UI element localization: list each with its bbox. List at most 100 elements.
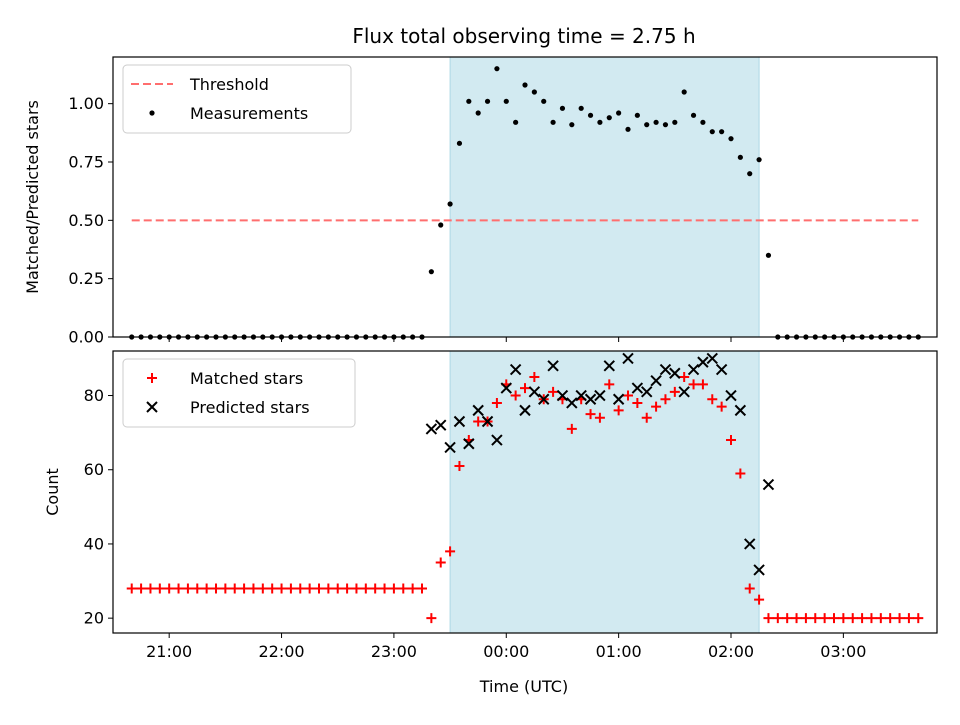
data-point <box>201 583 212 594</box>
legend: Threshold Measurements <box>122 64 352 134</box>
data-point <box>447 201 453 207</box>
data-point <box>606 115 612 121</box>
data-point <box>472 404 484 417</box>
data-point <box>481 415 494 428</box>
data-point <box>913 613 924 624</box>
data-point <box>672 119 678 125</box>
data-point <box>494 66 500 72</box>
data-point <box>304 583 315 594</box>
data-point <box>550 119 556 125</box>
data-point <box>126 583 137 594</box>
legend-box <box>122 358 356 428</box>
data-point <box>398 583 409 594</box>
data-point <box>744 538 756 550</box>
data-point <box>584 393 597 405</box>
data-point <box>513 119 519 125</box>
data-point <box>650 374 662 387</box>
y-tick-label: 40 <box>84 534 104 553</box>
data-point <box>575 389 587 402</box>
data-point <box>800 613 811 624</box>
data-point <box>625 126 631 132</box>
highlight-span <box>449 350 760 634</box>
data-point <box>613 405 624 416</box>
data-point <box>370 583 381 594</box>
data-point <box>332 583 343 594</box>
data-point <box>651 401 662 412</box>
data-point <box>669 386 680 397</box>
y-tick-label: 0.75 <box>68 153 104 172</box>
data-point <box>756 157 762 163</box>
legend: Matched stars Predicted stars <box>122 358 356 428</box>
legend-marker <box>149 110 155 116</box>
data-point <box>716 401 727 412</box>
data-point <box>679 371 690 382</box>
data-point <box>491 397 502 408</box>
x-tick-label: 21:00 <box>146 642 192 661</box>
data-point <box>641 386 653 398</box>
data-point <box>810 613 821 624</box>
data-point <box>644 122 650 128</box>
data-point <box>903 613 914 624</box>
data-point <box>772 613 783 624</box>
bottom-panel: 20 40 60 80 21:00 22:00 23:00 00:00 01:00 02:00 03… <box>43 350 938 661</box>
data-point <box>520 383 530 394</box>
data-point <box>276 583 287 594</box>
y-tick-label: 0.50 <box>68 211 104 230</box>
data-point <box>791 613 802 624</box>
x-tick-label: 01:00 <box>596 642 642 661</box>
data-point <box>894 613 905 624</box>
data-point <box>690 112 697 118</box>
data-point <box>847 613 858 624</box>
y-tick-label: 20 <box>84 609 104 628</box>
data-point <box>248 583 259 594</box>
legend-label: Measurements <box>190 104 308 123</box>
data-point <box>547 360 559 372</box>
data-point <box>697 356 709 368</box>
data-point <box>734 404 747 417</box>
data-point <box>660 394 671 405</box>
data-point <box>765 252 772 258</box>
data-point <box>662 122 669 128</box>
chart-title: Flux total observing time = 2.75 h <box>352 24 695 48</box>
data-point <box>220 583 231 594</box>
data-point <box>267 583 278 594</box>
data-point <box>641 412 652 423</box>
data-point <box>435 557 446 568</box>
top-panel: 0.00 0.25 0.50 0.75 1.00 Matched/Predicted st… <box>23 56 938 347</box>
data-point <box>700 119 706 125</box>
legend-marker <box>147 373 157 383</box>
data-point <box>604 379 615 390</box>
data-point <box>762 478 775 491</box>
data-point <box>466 98 472 104</box>
data-point <box>706 352 718 365</box>
data-point <box>323 583 334 594</box>
data-point <box>484 98 491 104</box>
data-point <box>709 129 715 135</box>
y-tick-label: 80 <box>84 386 104 405</box>
data-point <box>866 613 877 624</box>
data-point <box>182 583 193 594</box>
data-point <box>819 613 830 624</box>
data-point <box>737 154 743 160</box>
data-point <box>257 583 268 594</box>
data-point <box>541 98 547 104</box>
data-point <box>659 363 672 376</box>
data-point <box>528 386 541 398</box>
data-point <box>687 363 700 376</box>
data-point <box>719 129 725 135</box>
data-point <box>164 583 175 594</box>
data-point <box>594 412 605 423</box>
data-point <box>229 583 240 594</box>
data-point <box>491 434 503 446</box>
data-point <box>454 461 465 472</box>
x-axis-label: Time (UTC) <box>479 677 568 696</box>
plot-frame <box>112 350 938 634</box>
data-point <box>473 416 484 427</box>
data-point <box>594 389 606 402</box>
data-point <box>622 352 634 365</box>
x-tick-label: 02:00 <box>708 642 754 661</box>
data-point <box>754 594 765 605</box>
data-point <box>522 82 528 88</box>
data-point <box>681 89 687 95</box>
data-point <box>728 136 734 142</box>
